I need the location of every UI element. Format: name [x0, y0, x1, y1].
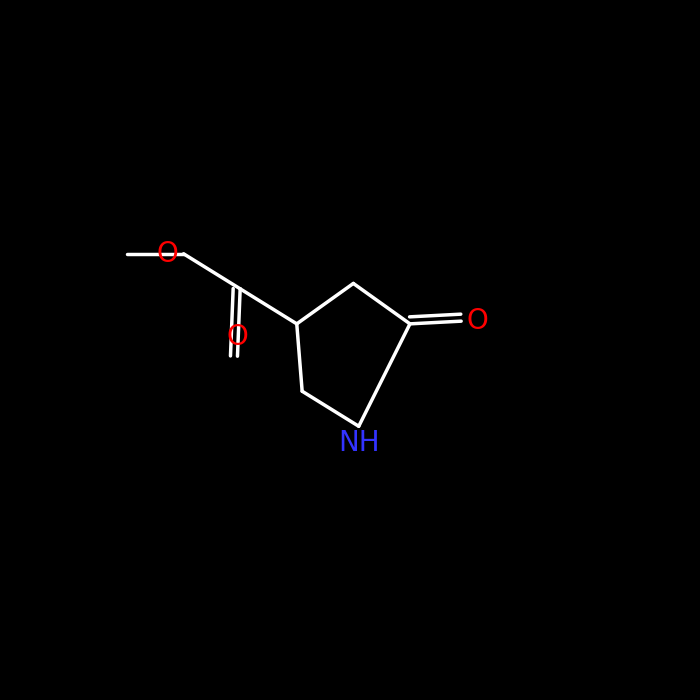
Text: O: O: [156, 240, 178, 268]
Text: O: O: [466, 307, 489, 335]
Text: O: O: [227, 323, 248, 351]
Text: NH: NH: [338, 429, 379, 457]
